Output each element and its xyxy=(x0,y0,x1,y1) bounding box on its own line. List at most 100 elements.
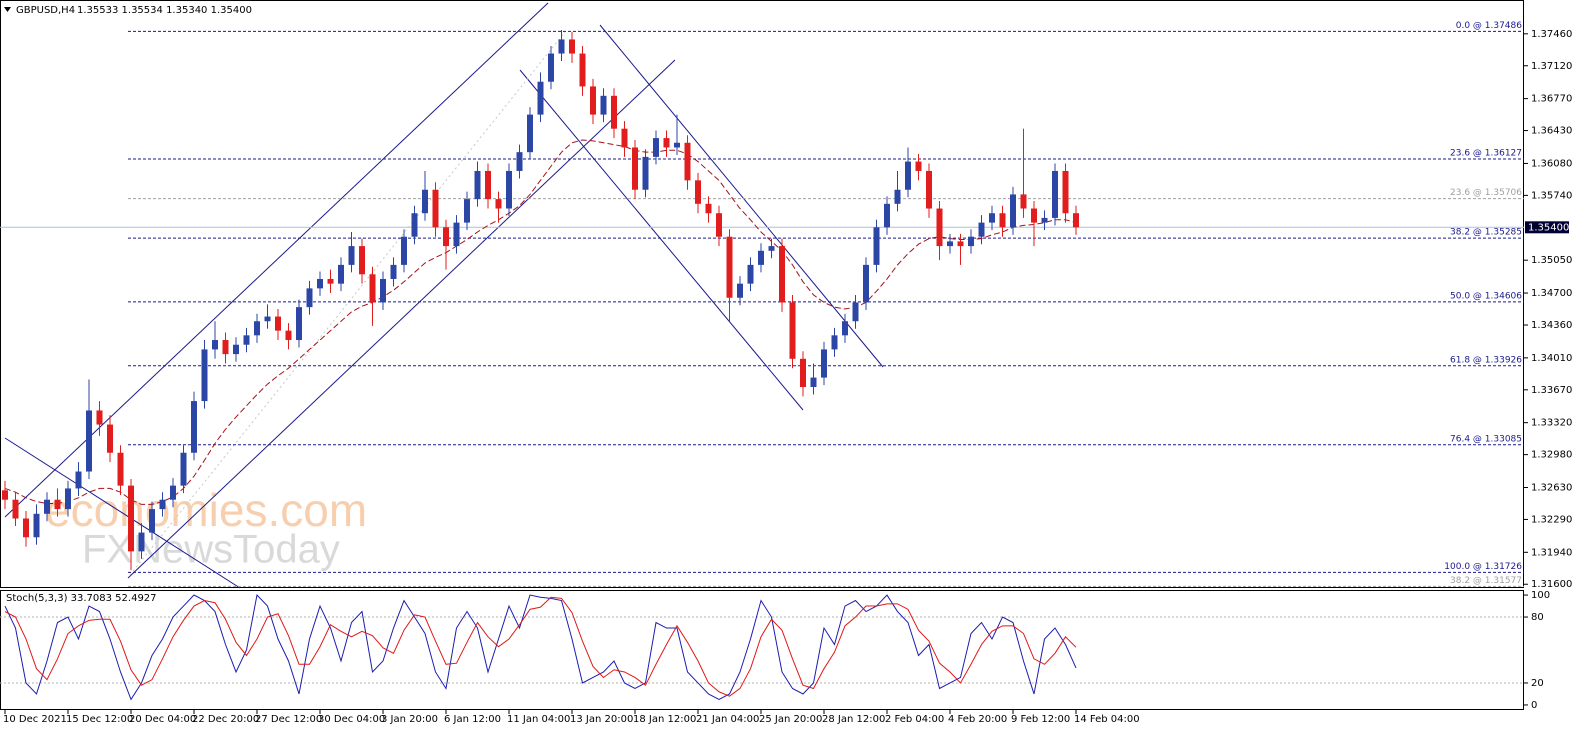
candle-body xyxy=(842,321,848,336)
candle-body xyxy=(443,227,449,247)
candle-body xyxy=(674,142,680,148)
y-tick-label: 1.35050 xyxy=(1531,255,1572,266)
candle-body xyxy=(632,147,638,190)
candle-body xyxy=(705,203,712,214)
fib-label: 0.0 @ 1.37486 xyxy=(1456,21,1523,31)
main-frame xyxy=(0,0,1524,588)
candle-body xyxy=(485,170,491,200)
candle-body xyxy=(695,180,701,204)
candle-body xyxy=(989,213,995,223)
y-tick-label: 1.32630 xyxy=(1531,482,1572,493)
candle-body xyxy=(464,199,470,223)
candle-body xyxy=(569,39,575,54)
candle-body xyxy=(306,288,313,308)
candle-body xyxy=(359,246,365,275)
x-tick-label: 27 Dec 12:00 xyxy=(255,714,322,725)
candle-body xyxy=(684,142,691,181)
candle-body xyxy=(212,340,218,350)
trend-line xyxy=(4,2,549,518)
stoch-title: Stoch(5,3,3) 33.7083 52.4927 xyxy=(6,593,157,604)
x-tick-label: 9 Feb 12:00 xyxy=(1011,714,1070,725)
y-tick-label: 1.36770 xyxy=(1531,94,1572,105)
candle-body xyxy=(516,152,523,171)
candle-body xyxy=(1041,217,1048,223)
x-tick-label: 13 Jan 20:00 xyxy=(570,714,633,725)
candle-body xyxy=(936,208,943,247)
current-price-label: 1.35400 xyxy=(1528,222,1569,233)
candle-body xyxy=(422,189,428,214)
candle-body xyxy=(642,156,649,190)
y-tick-label: 1.32290 xyxy=(1531,514,1572,525)
candle-body xyxy=(506,170,512,209)
y-tick-label: 1.37460 xyxy=(1531,29,1572,40)
y-tick-label: 20 xyxy=(1531,678,1544,689)
candle-body xyxy=(726,236,733,298)
x-tick-label: 11 Jan 04:00 xyxy=(507,714,570,725)
x-tick-label: 25 Jan 20:00 xyxy=(759,714,822,725)
candle-body xyxy=(716,213,722,237)
candle-body xyxy=(348,246,355,265)
candle-body xyxy=(590,86,596,115)
candle-body xyxy=(905,161,911,190)
candle-body xyxy=(96,410,103,425)
candle-body xyxy=(810,377,817,387)
y-tick-label: 1.35740 xyxy=(1531,190,1572,201)
fib-label: 38.2 @ 1.35285 xyxy=(1450,228,1522,238)
y-tick-label: 80 xyxy=(1531,612,1544,623)
candle-body xyxy=(243,335,250,345)
ohlc: 1.35533 1.35534 1.35340 1.35400 xyxy=(77,5,252,16)
candle-body xyxy=(369,274,376,303)
candle-body xyxy=(233,344,239,355)
symbol: GBPUSD,H4 xyxy=(16,5,75,16)
candle-body xyxy=(275,316,281,331)
candle-body xyxy=(285,330,292,341)
x-tick-label: 6 Jan 12:00 xyxy=(444,714,501,725)
candle-body xyxy=(128,485,134,552)
candle-body xyxy=(401,236,407,265)
y-tick-label: 1.32980 xyxy=(1531,450,1572,461)
candle-body xyxy=(999,213,1006,228)
menu-arrow[interactable] xyxy=(4,7,11,12)
candle-body xyxy=(107,424,113,453)
candle-body xyxy=(831,335,838,350)
candle-body xyxy=(947,241,953,247)
candle-body xyxy=(789,302,796,359)
candle-body xyxy=(527,114,533,153)
candle-body xyxy=(579,53,586,87)
candle-body xyxy=(33,513,40,538)
x-tick-label: 4 Feb 20:00 xyxy=(948,714,1007,725)
candle-body xyxy=(768,246,775,251)
watermark: economies.com FXNewsToday xyxy=(45,484,367,571)
x-tick-label: 30 Dec 04:00 xyxy=(318,714,385,725)
candle-body xyxy=(779,246,785,303)
fib-label: 23.6 @ 1.35706 xyxy=(1450,188,1522,198)
candle-body xyxy=(884,203,890,228)
candle-body xyxy=(159,499,166,510)
x-tick-label: 21 Jan 04:00 xyxy=(696,714,759,725)
candle-body xyxy=(1052,170,1058,218)
candle-body xyxy=(821,349,827,378)
candle-body xyxy=(621,128,628,148)
candle-body xyxy=(495,199,502,209)
candle-body xyxy=(978,222,985,237)
candle-body xyxy=(453,222,460,247)
candle-body xyxy=(894,189,901,204)
x-tick-label: 3 Jan 20:00 xyxy=(381,714,438,725)
candle-body xyxy=(264,316,271,322)
x-tick-label: 20 Dec 04:00 xyxy=(129,714,196,725)
y-tick-label: 1.37120 xyxy=(1531,61,1572,72)
x-tick-label: 18 Jan 12:00 xyxy=(633,714,696,725)
candle-body xyxy=(537,81,544,115)
stoch-line xyxy=(4,594,1077,701)
candle-body xyxy=(338,264,344,284)
fib-trend-line xyxy=(129,31,566,576)
candle-body xyxy=(432,189,439,228)
candle-body xyxy=(1010,194,1016,228)
candle-body xyxy=(747,264,754,284)
y-tick-label: 1.36430 xyxy=(1531,126,1572,137)
y-tick-label: 1.36080 xyxy=(1531,158,1572,169)
candle-body xyxy=(23,518,29,538)
candle-body xyxy=(296,307,302,341)
candle-body xyxy=(117,452,124,486)
